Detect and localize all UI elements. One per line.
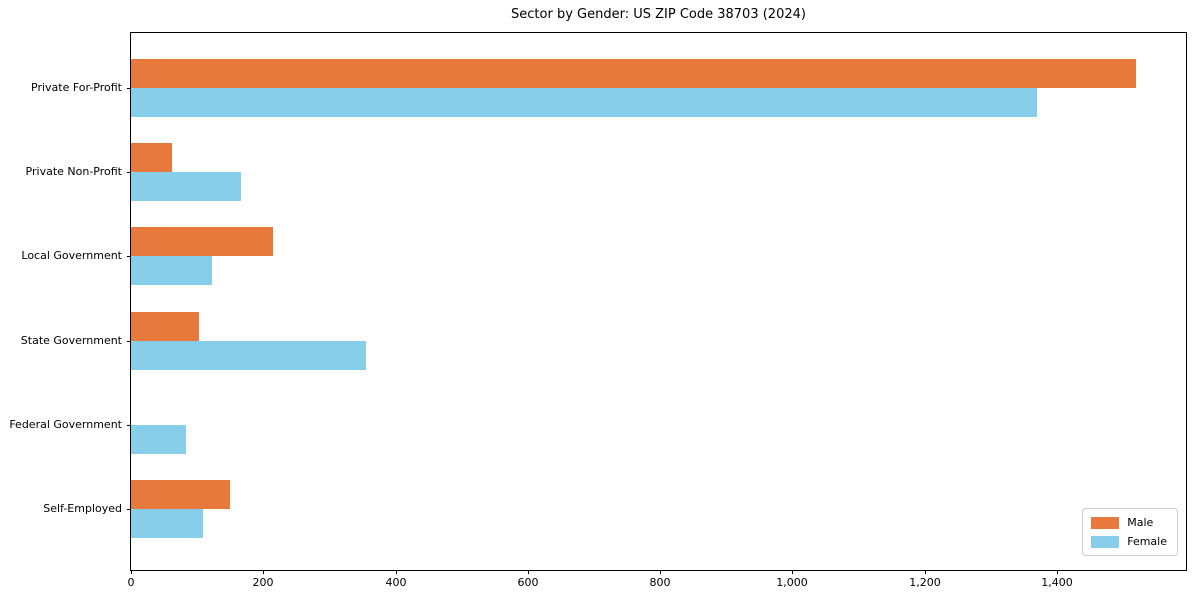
x-tick-label-1200: 1,200 (909, 576, 941, 589)
x-tick-mark (263, 570, 264, 574)
x-tick-label-400: 400 (385, 576, 407, 589)
bar-male-state-government (131, 311, 199, 341)
legend-label-female: Female (1127, 535, 1167, 548)
y-tick-mark (127, 256, 131, 258)
x-tick-label-800: 800 (649, 576, 671, 589)
y-tick-label-federal-government: Federal Government (9, 417, 122, 431)
x-tick-label-0: 0 (127, 576, 135, 589)
x-tick-mark (660, 570, 661, 574)
y-tick-mark (127, 172, 131, 174)
y-tick-mark (127, 88, 131, 89)
x-tick-mark (131, 570, 132, 574)
bar-female-local-government (131, 256, 212, 286)
legend-item-female: Female (1091, 535, 1167, 548)
female-series-swatch (1091, 535, 1120, 548)
plot-area: Male Female (130, 32, 1187, 571)
bar-female-self-employed (131, 509, 203, 538)
x-tick-mark (925, 570, 926, 574)
bar-male-private-for-profit (131, 59, 1136, 88)
chart-title: Sector by Gender: US ZIP Code 38703 (202… (511, 7, 806, 22)
bar-male-private-non-profit (131, 143, 172, 173)
y-tick-label-private-non-profit: Private Non-Profit (25, 165, 122, 179)
y-tick-label-private-for-profit: Private For-Profit (31, 81, 122, 94)
male-series-swatch (1091, 516, 1120, 529)
bar-male-local-government (131, 227, 273, 257)
y-tick-label-state-government: State Government (20, 333, 122, 347)
legend-label-male: Male (1127, 516, 1154, 529)
x-tick-label-600: 600 (517, 576, 539, 589)
y-tick-label-self-employed: Self-Employed (43, 502, 122, 515)
bar-female-private-for-profit (131, 88, 1037, 117)
bar-female-federal-government (131, 424, 186, 454)
bar-female-state-government (131, 340, 366, 370)
y-tick-mark (127, 424, 131, 426)
x-tick-mark (396, 570, 397, 574)
bar-male-self-employed (131, 480, 230, 509)
x-tick-label-1000: 1,000 (776, 576, 808, 589)
legend-item-male: Male (1091, 516, 1167, 529)
x-tick-mark (528, 570, 529, 574)
x-tick-mark (1057, 570, 1058, 574)
bar-female-private-non-profit (131, 172, 241, 202)
y-tick-label-local-government: Local Government (21, 249, 122, 263)
legend: Male Female (1082, 508, 1178, 556)
x-tick-label-1400: 1,400 (1041, 576, 1073, 589)
x-tick-mark (792, 570, 793, 574)
y-tick-mark (127, 509, 131, 510)
y-tick-mark (127, 340, 131, 342)
x-tick-label-200: 200 (252, 576, 274, 589)
